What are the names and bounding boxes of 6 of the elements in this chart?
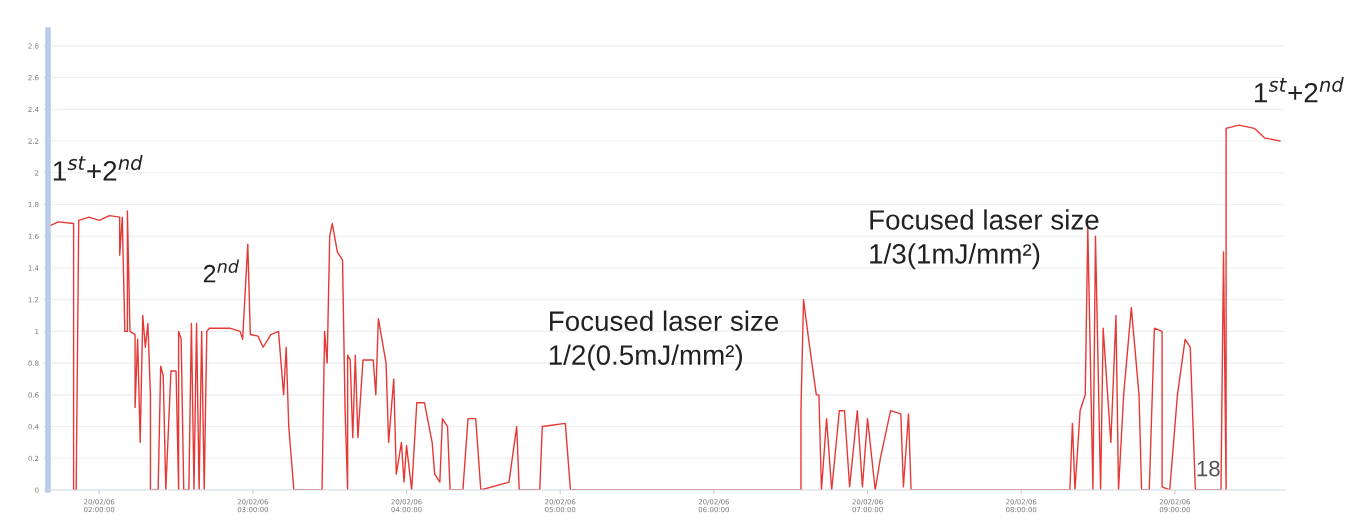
annotation: 1$^{st}$+2$^{nd}$ bbox=[1254, 76, 1344, 103]
annotation: 2$^{nd}$ bbox=[203, 259, 240, 283]
annotation: Focused laser size 1/3(1mJ/mm²) bbox=[870, 209, 1099, 270]
annotation: 1$^{st}$+2$^{nd}$ bbox=[53, 155, 143, 181]
annotation: Focused laser size 1/2(0.5mJ/mm²) bbox=[549, 310, 779, 371]
annotation: 18 bbox=[1197, 460, 1220, 477]
